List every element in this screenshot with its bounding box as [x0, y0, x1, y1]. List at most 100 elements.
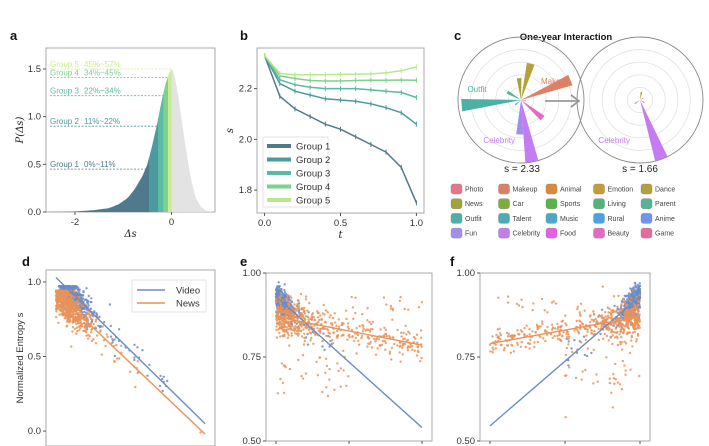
data-point-news	[618, 333, 621, 336]
data-point-video	[81, 294, 85, 297]
data-point-news	[302, 315, 305, 318]
data-point-news	[578, 319, 581, 322]
data-point-news	[553, 334, 556, 338]
data-point-news	[607, 328, 611, 331]
data-point-news	[417, 306, 421, 309]
data-point-news	[398, 351, 401, 354]
data-point-news	[316, 374, 319, 377]
data-point-news	[293, 330, 296, 333]
data-point-news	[277, 328, 280, 331]
data-point-news	[302, 343, 306, 346]
data-point-news	[594, 317, 597, 321]
data-point-news	[69, 309, 73, 313]
y-axis-label: s	[225, 128, 236, 133]
data-point-news	[80, 325, 84, 328]
data-point-news	[492, 348, 495, 351]
data-point-news	[355, 352, 358, 355]
data-point-news	[533, 341, 536, 344]
data-point-news	[86, 316, 89, 320]
data-point-video	[92, 315, 95, 318]
data-point-news	[275, 310, 278, 313]
data-point-news	[623, 316, 626, 319]
data-point-news	[88, 325, 91, 328]
data-point-news	[367, 328, 370, 332]
data-point-news	[620, 348, 624, 351]
data-point-news	[606, 314, 610, 317]
data-point-news	[593, 312, 596, 316]
data-point-news	[279, 335, 282, 338]
data-point-news	[614, 362, 617, 366]
data-point-news	[284, 329, 288, 332]
data-point-news	[91, 318, 94, 321]
data-point-news	[290, 306, 293, 309]
data-point-news	[407, 308, 410, 311]
data-point-news	[410, 345, 414, 348]
data-point-news	[77, 320, 80, 323]
data-point-news	[276, 318, 280, 321]
x-tick-label: 0	[169, 217, 174, 228]
fit-line-news	[489, 315, 641, 345]
data-point-news	[399, 295, 402, 299]
data-point-news	[638, 294, 641, 297]
data-point-news	[515, 302, 519, 305]
data-point-news	[297, 334, 300, 337]
legend-label-makeup: Makeup	[513, 187, 538, 194]
group-range-label: 45%~57%	[84, 60, 121, 69]
legend-label-photo: Photo	[465, 187, 483, 194]
y-tick-label: 0.50	[457, 436, 476, 446]
fit-line-news	[275, 315, 423, 346]
data-point-news	[290, 334, 294, 337]
data-point-news	[285, 307, 289, 310]
data-point-news	[401, 353, 404, 356]
data-point-news	[619, 314, 622, 317]
data-point-news	[619, 340, 622, 344]
data-point-news	[638, 374, 641, 378]
data-point-news	[400, 335, 403, 338]
data-point-news	[581, 323, 585, 326]
data-point-news	[304, 295, 308, 298]
data-point-news	[326, 311, 329, 314]
data-point-news	[333, 312, 336, 315]
data-point-news	[610, 328, 613, 332]
data-point-news	[300, 374, 303, 378]
panel-f: 0.50 0.75 1.00	[457, 268, 651, 446]
data-point-news	[327, 331, 330, 334]
data-point-news	[608, 381, 612, 385]
data-point-news	[600, 314, 604, 317]
data-point-video	[306, 343, 310, 346]
data-point-news	[406, 345, 410, 348]
data-point-news	[498, 332, 502, 335]
data-point-news	[577, 332, 581, 335]
data-point-news	[624, 342, 628, 345]
data-point-news	[72, 300, 75, 303]
data-point-news	[355, 326, 358, 330]
data-point-news	[77, 325, 81, 328]
data-point-news	[497, 296, 500, 299]
data-point-news	[621, 308, 624, 311]
data-point-news	[361, 330, 365, 333]
data-point-news	[632, 325, 635, 329]
y-axis-label: Normalized Entropy s	[15, 312, 26, 403]
data-point-news	[289, 295, 292, 298]
data-point-news	[62, 289, 66, 293]
data-point-news	[282, 391, 286, 395]
data-point-news	[610, 315, 613, 318]
data-point-news	[419, 359, 422, 363]
panel-d: 0.0 0.5 1.0 Normalized Entropy s Video News	[15, 269, 216, 446]
x-tick-label: -2	[71, 217, 79, 228]
data-point-news	[275, 325, 278, 328]
data-point-video	[275, 288, 278, 291]
data-point-news	[614, 327, 617, 330]
data-point-news	[565, 332, 568, 335]
data-point-news	[312, 315, 315, 319]
legend-label-animal: Animal	[560, 187, 582, 194]
data-point-news	[489, 350, 492, 353]
data-point-news	[313, 318, 317, 321]
data-point-news	[389, 307, 393, 310]
data-point-news	[310, 315, 313, 318]
legend-label-car: Car	[513, 201, 525, 208]
arrow-head-icon	[570, 94, 581, 108]
data-point-news	[67, 291, 70, 294]
data-point-news	[565, 324, 568, 327]
legend-label-news: News	[176, 299, 200, 310]
